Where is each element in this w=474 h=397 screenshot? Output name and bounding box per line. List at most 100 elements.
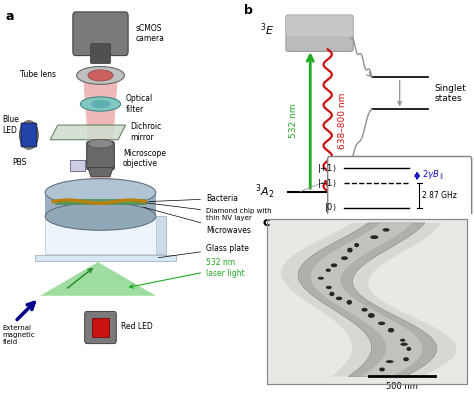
Text: 638–800 nm: 638–800 nm bbox=[337, 93, 346, 149]
Ellipse shape bbox=[91, 202, 93, 203]
Ellipse shape bbox=[318, 277, 324, 280]
Text: $2\gamma B_{\parallel}$: $2\gamma B_{\parallel}$ bbox=[422, 169, 443, 182]
Ellipse shape bbox=[45, 179, 156, 206]
Polygon shape bbox=[35, 255, 176, 261]
Ellipse shape bbox=[331, 263, 337, 267]
Text: Microwaves: Microwaves bbox=[143, 207, 251, 235]
Ellipse shape bbox=[379, 368, 385, 372]
Ellipse shape bbox=[383, 228, 390, 232]
Ellipse shape bbox=[386, 360, 394, 363]
Text: $|{-1}\rangle$: $|{-1}\rangle$ bbox=[317, 177, 337, 190]
Ellipse shape bbox=[361, 308, 368, 312]
FancyBboxPatch shape bbox=[286, 15, 353, 37]
Ellipse shape bbox=[71, 202, 73, 203]
Ellipse shape bbox=[77, 66, 124, 85]
Ellipse shape bbox=[378, 322, 385, 325]
Text: b: b bbox=[244, 4, 253, 17]
Text: $^3$E: $^3$E bbox=[260, 22, 274, 39]
Polygon shape bbox=[298, 223, 437, 376]
Text: 500 nm: 500 nm bbox=[386, 382, 418, 391]
Ellipse shape bbox=[81, 97, 120, 111]
Polygon shape bbox=[40, 262, 156, 296]
Text: Dichroic
mirror: Dichroic mirror bbox=[131, 122, 162, 141]
Text: $|{+1}\rangle$: $|{+1}\rangle$ bbox=[317, 162, 337, 175]
Text: $|0\rangle$: $|0\rangle$ bbox=[324, 201, 337, 214]
Ellipse shape bbox=[368, 313, 375, 318]
Polygon shape bbox=[45, 193, 156, 216]
Ellipse shape bbox=[78, 202, 80, 203]
Text: Singlet
states: Singlet states bbox=[435, 83, 466, 103]
Polygon shape bbox=[55, 199, 146, 205]
Ellipse shape bbox=[403, 357, 409, 361]
Ellipse shape bbox=[346, 300, 352, 305]
Ellipse shape bbox=[91, 100, 110, 108]
Ellipse shape bbox=[67, 202, 69, 203]
Ellipse shape bbox=[110, 202, 112, 203]
Text: 532 nm: 532 nm bbox=[290, 104, 299, 139]
FancyBboxPatch shape bbox=[91, 44, 110, 64]
FancyBboxPatch shape bbox=[21, 123, 37, 147]
Polygon shape bbox=[45, 216, 166, 254]
Text: Tube lens: Tube lens bbox=[20, 70, 56, 79]
Ellipse shape bbox=[100, 202, 101, 203]
Text: Microscope
objective: Microscope objective bbox=[123, 149, 166, 168]
Polygon shape bbox=[310, 223, 422, 376]
Text: External
magnetic
field: External magnetic field bbox=[2, 325, 35, 345]
Text: Optical
filter: Optical filter bbox=[126, 94, 153, 114]
Text: PBS: PBS bbox=[12, 158, 27, 167]
Bar bbox=[91, 318, 109, 337]
FancyBboxPatch shape bbox=[87, 142, 114, 170]
Text: Diamond chip with
thin NV layer: Diamond chip with thin NV layer bbox=[146, 203, 272, 221]
Ellipse shape bbox=[134, 202, 136, 203]
Text: a: a bbox=[5, 10, 14, 23]
Ellipse shape bbox=[347, 248, 353, 252]
Ellipse shape bbox=[88, 202, 90, 203]
Ellipse shape bbox=[406, 347, 411, 351]
Ellipse shape bbox=[388, 328, 394, 333]
FancyBboxPatch shape bbox=[73, 12, 128, 56]
Ellipse shape bbox=[341, 256, 348, 260]
FancyBboxPatch shape bbox=[328, 156, 472, 225]
Ellipse shape bbox=[45, 202, 156, 230]
Polygon shape bbox=[88, 168, 113, 177]
Ellipse shape bbox=[104, 202, 106, 203]
Ellipse shape bbox=[370, 235, 378, 239]
Text: 2.87 GHz: 2.87 GHz bbox=[422, 191, 456, 200]
Ellipse shape bbox=[326, 268, 331, 272]
Ellipse shape bbox=[85, 202, 87, 203]
Text: c: c bbox=[263, 216, 270, 229]
Ellipse shape bbox=[127, 202, 129, 203]
Text: Blue
LED: Blue LED bbox=[2, 116, 19, 135]
Ellipse shape bbox=[94, 202, 96, 203]
Ellipse shape bbox=[326, 286, 332, 289]
Text: 532 nm
laser light: 532 nm laser light bbox=[129, 258, 245, 288]
Ellipse shape bbox=[118, 202, 120, 203]
FancyBboxPatch shape bbox=[85, 311, 116, 344]
Ellipse shape bbox=[100, 202, 102, 203]
Ellipse shape bbox=[88, 139, 113, 148]
Polygon shape bbox=[70, 160, 85, 171]
Ellipse shape bbox=[126, 202, 128, 203]
Text: Bacteria: Bacteria bbox=[148, 194, 238, 203]
Polygon shape bbox=[50, 125, 126, 140]
Text: Red LED: Red LED bbox=[120, 322, 152, 331]
Ellipse shape bbox=[19, 121, 38, 149]
Ellipse shape bbox=[354, 243, 359, 247]
Ellipse shape bbox=[132, 202, 134, 203]
Ellipse shape bbox=[73, 202, 75, 203]
Ellipse shape bbox=[88, 70, 113, 81]
Ellipse shape bbox=[114, 202, 116, 203]
Text: Glass plate: Glass plate bbox=[158, 244, 249, 258]
Ellipse shape bbox=[336, 297, 342, 300]
Text: $^3$A$_2$: $^3$A$_2$ bbox=[255, 183, 274, 201]
Ellipse shape bbox=[401, 343, 408, 346]
Ellipse shape bbox=[65, 202, 67, 203]
Polygon shape bbox=[281, 223, 456, 376]
FancyBboxPatch shape bbox=[286, 15, 353, 52]
Polygon shape bbox=[156, 216, 166, 254]
Ellipse shape bbox=[108, 202, 109, 203]
Text: sCMOS
camera: sCMOS camera bbox=[136, 24, 164, 43]
Polygon shape bbox=[83, 75, 118, 191]
Ellipse shape bbox=[329, 292, 335, 296]
Ellipse shape bbox=[400, 339, 405, 342]
